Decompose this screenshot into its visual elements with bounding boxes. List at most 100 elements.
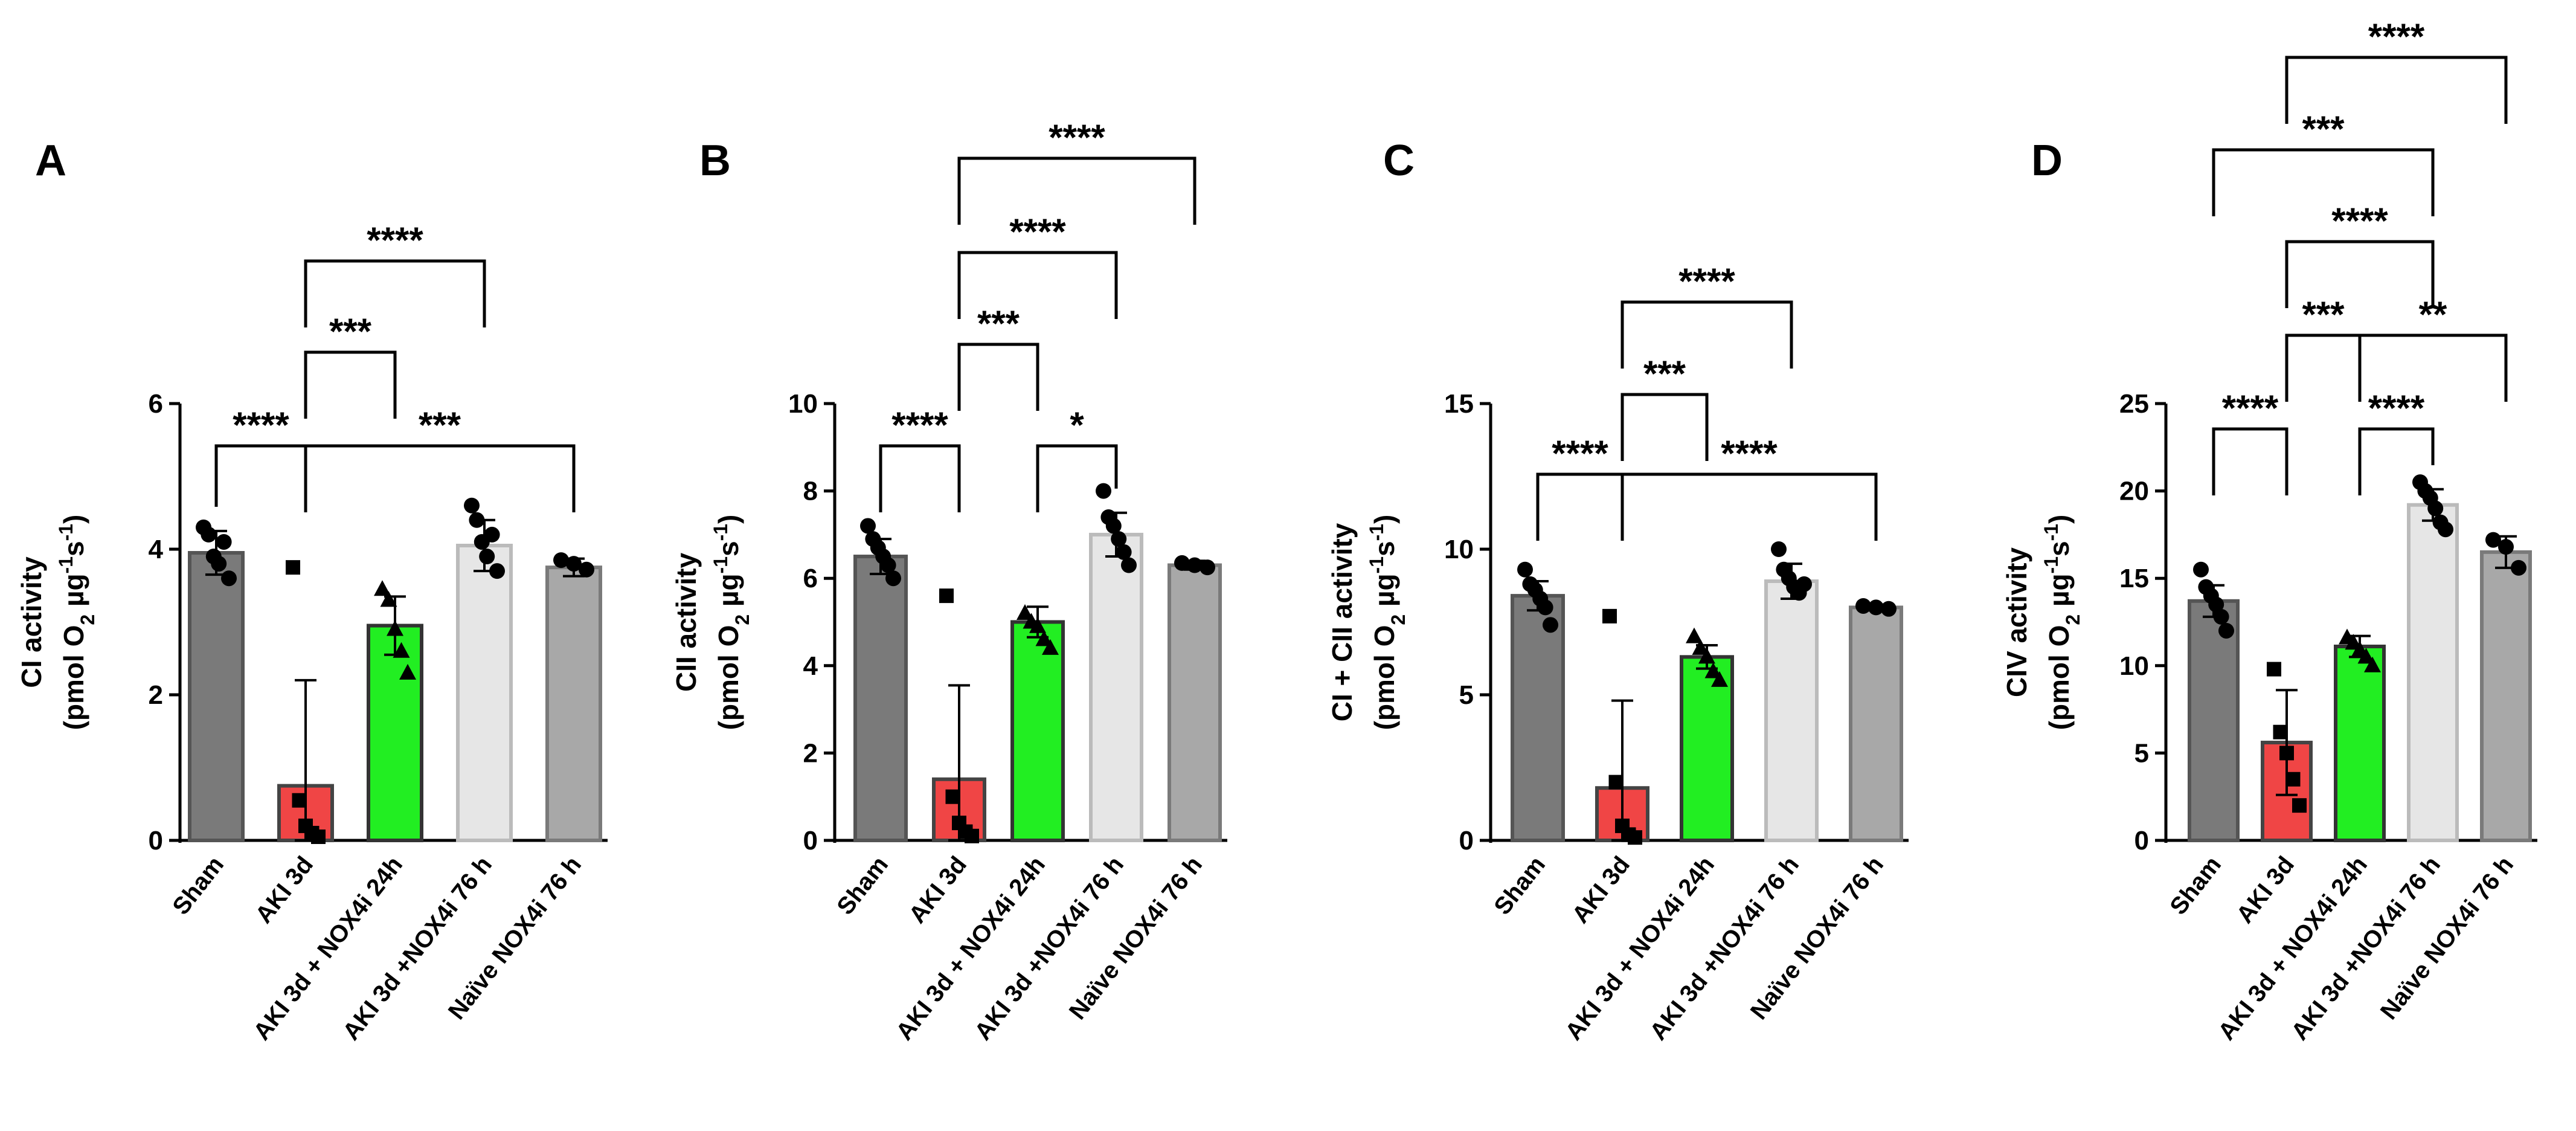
data-point [1771,541,1787,557]
y-tick-label: 4 [149,535,164,564]
bar-aki-nox4i-24h [1680,655,1734,842]
data-point [1537,599,1553,616]
data-point [479,549,495,565]
bar-aki-nox4i-76h [2407,503,2459,842]
data-point [1116,544,1132,560]
significance-bracket [957,156,1196,225]
y-tick-label: 2 [149,680,163,710]
y-axis-label: CI activity [16,556,47,688]
significance-bracket [2358,334,2508,402]
data-point [311,829,326,844]
data-point [1628,830,1642,845]
data-point [2279,746,2294,761]
y-tick-label: 6 [803,564,818,593]
data-point [2511,559,2526,576]
bar-sham [1511,594,1565,842]
data-point [939,588,954,604]
panel-letter: B [699,137,731,185]
y-tick-label: 10 [1444,535,1474,564]
data-point [380,591,397,607]
data-point [2498,539,2514,555]
y-axis-label: CI + CII activity [1326,523,1358,721]
data-point [399,663,416,680]
data-point [221,570,237,587]
data-point [387,620,403,636]
data-point [1111,531,1127,547]
significance-label: **** [1552,433,1608,474]
y-axis-unit-label: (pmol O2 µg-1s-1) [55,515,98,730]
significance-label: **** [2331,201,2388,241]
data-point [1796,576,1812,592]
panel-letter: D [2031,137,2063,185]
data-point [945,789,960,804]
significance-label: **** [233,405,289,445]
bar-naive-nox4i-76h [1168,563,1222,842]
y-axis-unit-label: (pmol O2 µg-1s-1) [2040,515,2084,730]
significance-label: **** [1049,117,1105,158]
significance-bracket [304,444,576,512]
significance-label: * [1070,405,1084,445]
y-axis-unit-label: (pmol O2 µg-1s-1) [710,515,753,730]
data-point [1174,555,1190,571]
data-point [1200,559,1215,576]
significance-bracket [1036,444,1118,512]
data-point [1042,639,1059,655]
significance-bracket [957,343,1039,411]
significance-bracket [879,444,961,512]
y-tick-label: 0 [803,826,818,856]
y-tick-label: 0 [1459,826,1474,856]
data-point [1096,483,1111,499]
significance-bracket [2285,56,2508,124]
data-point [211,556,227,572]
bar-sham [2188,599,2240,843]
significance-label: **** [2222,388,2279,428]
y-tick-label: 25 [2119,389,2149,419]
y-axis-label: CIV activity [2001,547,2032,697]
data-point [1121,557,1137,573]
data-point [292,793,307,808]
data-point [2427,500,2444,517]
significance-bracket [957,251,1118,319]
significance-label: *** [977,303,1020,344]
significance-label: **** [2368,388,2425,428]
data-point [1692,639,1709,655]
data-point [484,526,500,543]
data-point [1029,617,1046,633]
y-tick-label: 15 [2119,564,2149,593]
data-point [2485,532,2501,548]
data-point [1686,627,1703,643]
data-point [201,526,217,543]
data-point [1017,604,1033,620]
data-point [1704,662,1722,678]
y-tick-label: 0 [2134,826,2149,856]
bar-naive-nox4i-76h [545,566,602,842]
significance-label: *** [2302,294,2345,335]
bar-aki-nox4i-76h [1089,532,1143,843]
data-point [1711,671,1728,687]
bar-naive-nox4i-76h [1849,605,1903,843]
significance-label: **** [367,220,423,260]
significance-bracket [1620,393,1709,461]
panel-letter: A [35,137,66,185]
data-point [489,563,505,579]
y-tick-label: 15 [1444,389,1474,419]
y-tick-label: 4 [803,651,818,681]
significance-bracket [304,350,397,419]
bar-aki-nox4i-24h [2334,644,2386,843]
y-tick-label: 2 [803,738,818,768]
data-point [579,561,594,578]
data-point [1868,599,1884,616]
data-point [286,560,300,575]
data-point [393,642,410,658]
bar-sham [853,555,908,842]
y-tick-label: 0 [149,826,163,856]
data-point [1035,630,1053,646]
data-point [2438,521,2453,538]
significance-bracket [1620,472,1878,541]
data-point [1187,557,1203,573]
significance-bracket [2358,427,2435,495]
bar-sham [188,551,245,843]
data-point [2218,622,2234,639]
significance-bracket [2212,427,2289,495]
